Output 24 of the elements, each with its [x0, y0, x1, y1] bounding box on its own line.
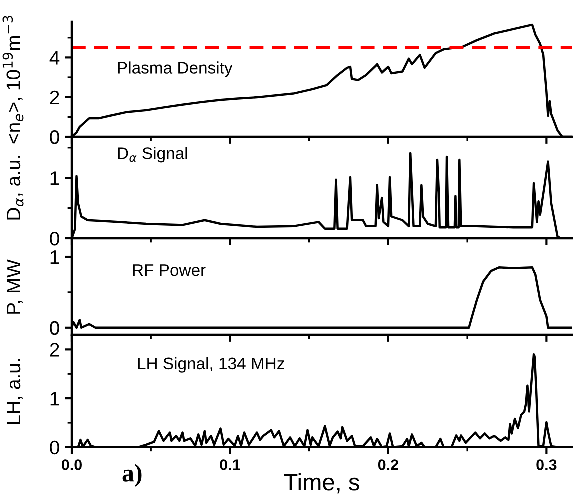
x-tick-label: 0.0: [62, 460, 82, 470]
x-axis-title: Time, s: [284, 473, 360, 494]
y-tick-label: 0: [50, 232, 60, 246]
y-tick-label: 2: [50, 343, 60, 357]
y-tick-label: 0: [50, 321, 60, 336]
x-tick-label: 0.2: [378, 460, 398, 470]
y-tick-label: 1: [50, 172, 60, 186]
y-tick-label: 0: [50, 440, 60, 455]
y-tick-label: 1: [50, 250, 60, 264]
text: a): [122, 464, 142, 487]
y-axis-title: P, MW: [7, 260, 23, 314]
annotation: RF Power: [133, 264, 206, 276]
y-tick-label: 4: [50, 51, 60, 65]
y-axis-title: LH, a.u.: [7, 359, 23, 424]
annotation: LH Signal, 134 MHz: [138, 357, 284, 373]
x-tick-label: 0.1: [220, 460, 240, 470]
annotation: Plasma Density: [118, 62, 233, 78]
y-tick-label: 0: [50, 130, 60, 144]
x-tick-label: 0.3: [536, 460, 557, 470]
annotation: D$_{α}$ Signal: [118, 147, 188, 163]
y-axis-title: D$_{α}$, a.u.: [7, 156, 24, 220]
y-tick-label: 1: [50, 392, 60, 406]
y-tick-label: 2: [50, 90, 60, 104]
y-axis-title: <n$_{e}$>, 10$^{19}$m$^{−3}$: [2, 16, 24, 144]
